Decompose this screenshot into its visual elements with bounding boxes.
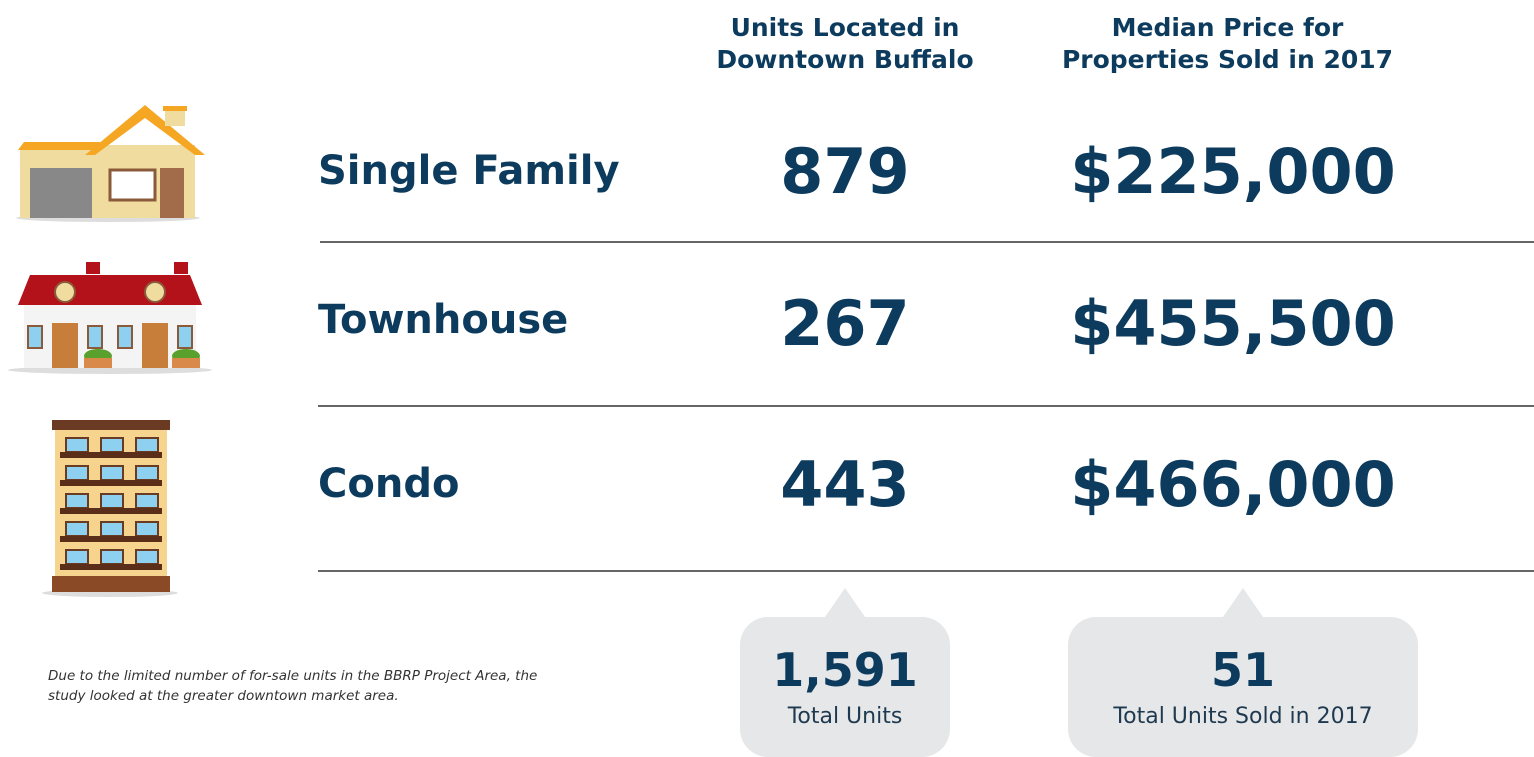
units-value: 879 — [780, 135, 910, 208]
row-label: Condo — [318, 461, 460, 507]
units-value: 267 — [780, 287, 910, 360]
total-label: Total Units — [787, 704, 903, 729]
total-value: 51 — [1210, 643, 1275, 697]
total-label: Total Units Sold in 2017 — [1113, 704, 1373, 729]
price-value: $466,000 — [1070, 448, 1396, 521]
units-value: 443 — [780, 448, 910, 521]
house-icon — [16, 105, 205, 222]
column-header: Median Price for Properties Sold in 2017 — [1061, 13, 1394, 74]
price-value: $225,000 — [1070, 135, 1396, 208]
total-box: 1,591 Total Units — [740, 617, 950, 757]
row-label: Single Family — [318, 148, 620, 194]
price-value: $455,500 — [1070, 287, 1396, 360]
callout-tip — [1223, 588, 1263, 617]
row-label: Townhouse — [318, 297, 569, 343]
footnote: Due to the limited number of for-sale un… — [48, 668, 538, 704]
townhouse-icon — [8, 262, 212, 374]
total-value: 1,591 — [772, 643, 918, 697]
total-box: 51 Total Units Sold in 2017 — [1068, 617, 1418, 757]
condo-icon — [42, 420, 178, 597]
column-header: Units Located in Downtown Buffalo — [716, 13, 974, 74]
callout-tip — [825, 588, 865, 617]
